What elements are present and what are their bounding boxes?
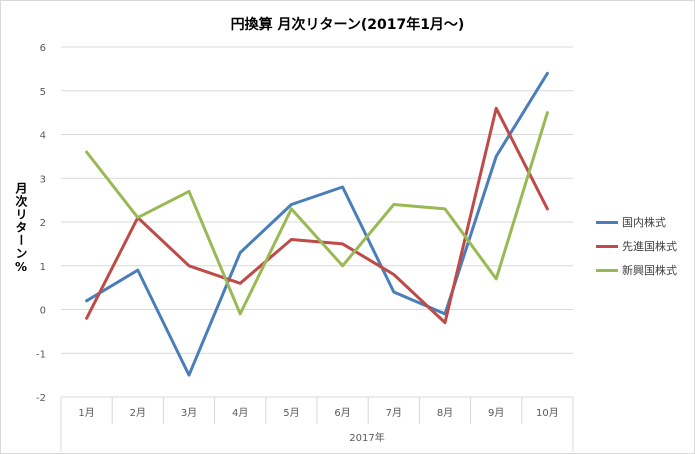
x-tick-label: 3月: [181, 407, 197, 419]
series-line-2: [85, 106, 549, 325]
legend-item: 国内株式: [596, 210, 677, 234]
chart-title: 円換算 月次リターン(2017年1月〜): [230, 17, 465, 33]
y-tick-label: 5: [40, 87, 46, 98]
y-tick-label: -2: [36, 393, 46, 404]
x-tick-label: 7月: [386, 407, 402, 419]
y-tick-label: 1: [40, 262, 46, 273]
x-tick-label: 6月: [334, 407, 350, 419]
x-tick-label: 10月: [536, 407, 559, 419]
legend-swatch: [596, 268, 618, 272]
y-tick-label: 2: [40, 218, 46, 229]
legend-item: 先進国株式: [596, 234, 677, 258]
y-tick-label: 3: [40, 174, 46, 185]
x-axis-ticks: 1月 2月 3月 4月 5月 6月 7月 8月 9月 10月: [60, 397, 574, 452]
legend-label: 先進国株式: [622, 240, 677, 253]
x-tick-label: 5月: [283, 407, 299, 419]
x-axis-title: 2017年: [349, 431, 384, 444]
x-tick-label: 4月: [232, 407, 248, 419]
y-tick-label: 6: [40, 43, 46, 54]
legend: 国内株式先進国株式新興国株式: [596, 210, 677, 282]
y-tick-label: 4: [40, 131, 46, 142]
x-tick-label: 1月: [78, 407, 94, 419]
y-axis-title: 月次リターン%: [14, 182, 28, 275]
gridlines: [61, 46, 573, 398]
legend-swatch: [596, 220, 618, 224]
legend-item: 新興国株式: [596, 258, 677, 282]
series-lines: [85, 71, 549, 377]
x-tick-label: 8月: [437, 407, 453, 419]
series-line-1: [85, 71, 549, 377]
y-tick-label: 0: [40, 306, 46, 317]
legend-swatch: [596, 244, 618, 248]
y-axis-ticks: 6 5 4 3 2 1 0 -1 -2: [36, 43, 46, 404]
x-tick-label: 9月: [488, 407, 504, 419]
legend-label: 国内株式: [622, 216, 666, 229]
x-tick-label: 2月: [130, 407, 146, 419]
legend-label: 新興国株式: [622, 264, 677, 277]
y-tick-label: -1: [36, 349, 46, 360]
series-line-3: [85, 111, 549, 316]
